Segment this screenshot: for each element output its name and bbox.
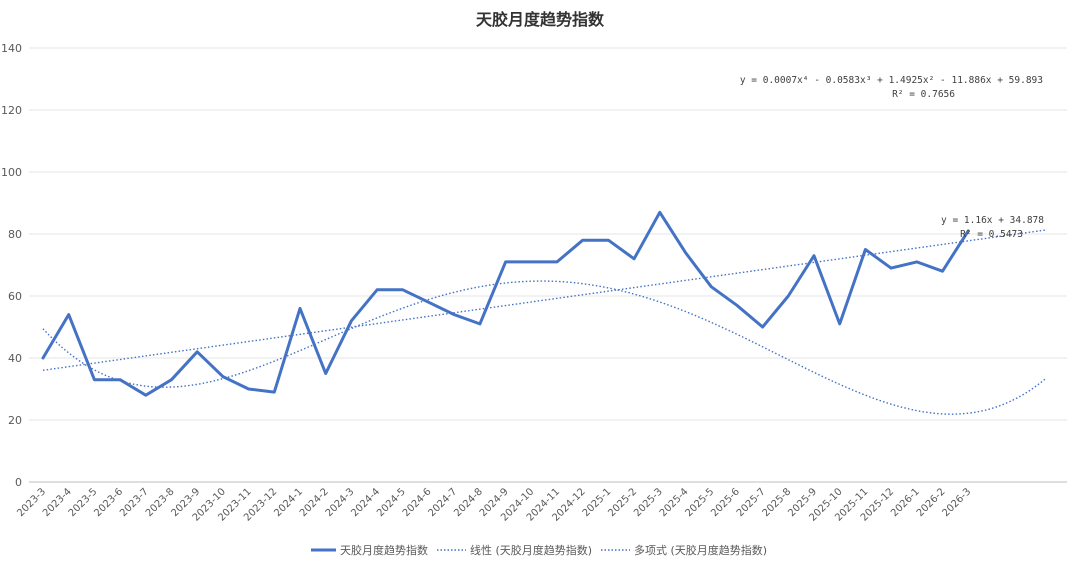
trendlines [42,229,1046,415]
linear-trendline [42,229,1046,371]
y-tick-label: 0 [15,476,22,489]
linear-equation-label: y = 1.16x + 34.878 [941,215,1044,226]
x-tick-label: 2026-3 [940,486,973,519]
linear-r2-label: R² = 0.5473 [960,229,1023,240]
gridlines [29,47,1067,483]
series-line-index [41,210,970,397]
y-tick-label: 40 [8,352,22,365]
trendline-equations: y = 0.0007x⁴ - 0.0583x³ + 1.4925x² - 11.… [740,75,1044,240]
y-axis-ticks: 0 20 40 60 80 100 120 140 [1,42,22,489]
polynomial-trendline [42,280,1046,415]
poly-equation-label: y = 0.0007x⁴ - 0.0583x³ + 1.4925x² - 11.… [740,75,1043,86]
chart-title: 天胶月度趋势指数 [476,10,605,29]
y-tick-label: 120 [1,104,22,117]
legend-label-data: 天胶月度趋势指数 [340,543,428,557]
y-tick-label: 20 [8,414,22,427]
poly-r2-label: R² = 0.7656 [892,89,955,100]
y-tick-label: 140 [1,42,22,55]
legend: 天胶月度趋势指数 线性 (天胶月度趋势指数) 多项式 (天胶月度趋势指数) [311,543,767,557]
y-tick-label: 80 [8,228,22,241]
legend-label-poly: 多项式 (天胶月度趋势指数) [634,543,767,557]
y-tick-label: 60 [8,290,22,303]
legend-label-linear: 线性 (天胶月度趋势指数) [470,543,592,557]
y-tick-label: 100 [1,166,22,179]
series-lines [41,210,970,397]
x-axis-ticks: 2023-32023-42023-52023-62023-72023-82023… [15,486,973,523]
